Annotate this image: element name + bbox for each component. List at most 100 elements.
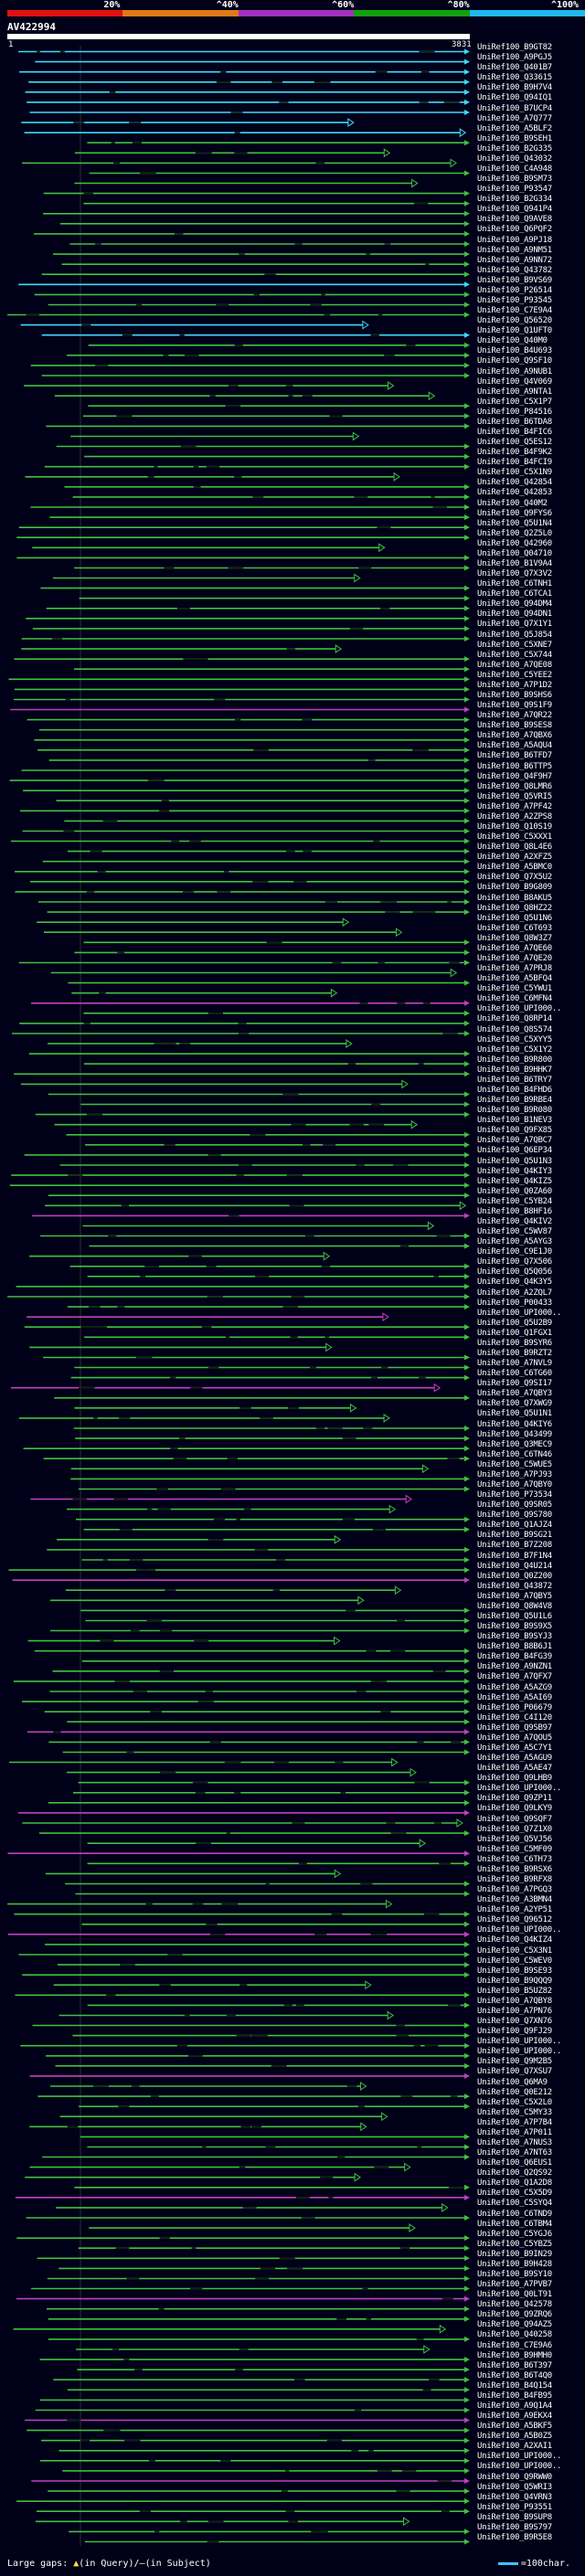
hit-label[interactable]: UniRef100_B4FHD6 (477, 1085, 552, 1095)
hit-label[interactable]: UniRef100_Q9S1F9 (477, 701, 552, 710)
alignment-hit[interactable] (37, 917, 350, 928)
hit-label[interactable]: UniRef100_C5X1P7 (477, 397, 552, 407)
alignment-hit[interactable] (74, 2184, 470, 2190)
hit-label[interactable]: UniRef100_Q10S19 (477, 822, 552, 832)
hit-label[interactable]: UniRef100_B9SES8 (477, 721, 552, 731)
hit-label[interactable]: UniRef100_Q8S574 (477, 1024, 552, 1034)
hit-label[interactable]: UniRef100_Q33615 (477, 73, 552, 83)
hit-label[interactable]: UniRef100_B9SEH1 (477, 133, 552, 143)
alignment-hit[interactable] (30, 504, 471, 510)
alignment-hit[interactable] (29, 2122, 367, 2132)
hit-label[interactable]: UniRef100_Q7XSU7 (477, 2067, 552, 2077)
hit-label[interactable]: UniRef100_A9NUB1 (477, 366, 552, 376)
alignment-hit[interactable] (48, 1091, 470, 1097)
hit-label[interactable]: UniRef100_A7QBY3 (477, 1389, 552, 1399)
hit-label[interactable]: UniRef100_B9S9X5 (477, 1622, 552, 1631)
alignment-hit[interactable] (75, 1891, 471, 1897)
hit-label[interactable]: UniRef100_B4FB95 (477, 2390, 552, 2401)
alignment-hit[interactable] (32, 2022, 471, 2029)
hit-label[interactable]: UniRef100_Q43499 (477, 1429, 552, 1439)
hit-label[interactable]: UniRef100_Q4KIY3 (477, 1166, 552, 1176)
hit-label[interactable]: UniRef100_Q5VRI5 (477, 791, 552, 801)
hit-label[interactable]: UniRef100_B8AKU5 (477, 893, 552, 903)
alignment-hit[interactable] (84, 2539, 470, 2545)
hit-label[interactable]: UniRef100_A5AI69 (477, 1692, 552, 1702)
hit-label[interactable]: UniRef100_B6TDA8 (477, 417, 552, 427)
alignment-hit[interactable] (69, 2528, 470, 2535)
hit-label[interactable]: UniRef100_C6MFN4 (477, 994, 552, 1004)
hit-label[interactable]: UniRef100_Q4K3Y5 (477, 1277, 552, 1288)
alignment-hit[interactable] (27, 2427, 470, 2433)
alignment-hit[interactable] (32, 625, 470, 631)
alignment-hit[interactable] (81, 1658, 470, 1664)
hit-label[interactable]: UniRef100_C5XYY5 (477, 1034, 552, 1044)
alignment-hit[interactable] (88, 342, 470, 348)
hit-label[interactable]: UniRef100_Q8HZ22 (477, 903, 552, 913)
hit-label[interactable]: UniRef100_A7QBY8 (477, 1996, 552, 2006)
hit-label[interactable]: UniRef100_C5WEV0 (477, 1956, 552, 1966)
alignment-hit[interactable] (87, 1839, 427, 1849)
alignment-hit[interactable] (8, 676, 471, 683)
alignment-hit[interactable] (87, 1273, 470, 1279)
hit-label[interactable]: UniRef100_Q40M2 (477, 498, 548, 508)
hit-label[interactable]: UniRef100_Q6PQF2 (477, 225, 552, 235)
alignment-hit[interactable] (67, 352, 470, 358)
alignment-hit[interactable] (36, 2517, 410, 2527)
alignment-hit[interactable] (70, 431, 360, 441)
alignment-hit[interactable] (70, 1464, 430, 1474)
hit-label[interactable]: UniRef100_A7QE20 (477, 953, 552, 963)
alignment-hit[interactable] (69, 241, 470, 247)
alignment-hit[interactable] (30, 1494, 413, 1504)
hit-label[interactable]: UniRef100_Q9FX85 (477, 1126, 552, 1136)
alignment-hit[interactable] (24, 381, 395, 391)
hit-label[interactable]: UniRef100_B9SYJ3 (477, 1632, 552, 1642)
alignment-hit[interactable] (74, 1403, 357, 1413)
alignment-hit[interactable] (9, 1182, 470, 1189)
hit-label[interactable]: UniRef100_Q8W3Z7 (477, 933, 552, 943)
alignment-hit[interactable] (85, 1141, 470, 1148)
hit-label[interactable]: UniRef100_Q0E212 (477, 2087, 552, 2097)
alignment-hit[interactable] (83, 1526, 470, 1532)
alignment-hit[interactable] (54, 391, 436, 401)
alignment-hit[interactable] (29, 110, 471, 115)
alignment-hit[interactable] (13, 2324, 447, 2334)
hit-label[interactable]: UniRef100_Q9SB97 (477, 1723, 552, 1733)
hit-label[interactable]: UniRef100_A9EKX4 (477, 2412, 552, 2421)
hit-label[interactable]: UniRef100_Q9ZRQ6 (477, 2310, 552, 2320)
alignment-hit[interactable] (39, 2397, 470, 2403)
alignment-hit[interactable] (27, 1636, 341, 1646)
hit-label[interactable]: UniRef100_C6TCA1 (477, 589, 552, 599)
alignment-hit[interactable] (7, 1931, 470, 1937)
alignment-hit[interactable] (18, 1809, 470, 1816)
alignment-hit[interactable] (83, 939, 471, 946)
alignment-hit[interactable] (19, 808, 470, 814)
alignment-hit[interactable] (37, 899, 470, 905)
hit-label[interactable]: UniRef100_UPI000.. (477, 2037, 562, 2047)
hit-label[interactable]: UniRef100_Q43032 (477, 154, 552, 164)
alignment-hit[interactable] (61, 261, 471, 268)
query-bar[interactable] (7, 34, 470, 39)
alignment-hit[interactable] (22, 828, 470, 834)
hit-label[interactable]: UniRef100_B2G334 (477, 195, 552, 205)
alignment-hit[interactable] (31, 2285, 470, 2292)
alignment-hit[interactable] (54, 1119, 419, 1129)
alignment-hit[interactable] (48, 2316, 470, 2322)
alignment-hit[interactable] (73, 1426, 470, 1431)
hit-label[interactable]: UniRef100_A7PRJ8 (477, 964, 552, 973)
alignment-hit[interactable] (20, 2042, 470, 2049)
alignment-hit[interactable] (15, 868, 470, 875)
hit-label[interactable]: UniRef100_A7PJ93 (477, 1469, 552, 1479)
alignment-hit[interactable] (16, 555, 470, 561)
hit-label[interactable]: UniRef100_B9SY10 (477, 2269, 552, 2279)
hit-label[interactable]: UniRef100_A2YP51 (477, 1905, 552, 1915)
hit-label[interactable]: UniRef100_B1V9A4 (477, 558, 552, 568)
alignment-hit[interactable] (34, 1648, 470, 1654)
hit-label[interactable]: UniRef100_Q4F9H7 (477, 771, 552, 781)
hit-label[interactable]: UniRef100_B9RSX6 (477, 1864, 552, 1874)
alignment-hit[interactable] (57, 1534, 342, 1544)
alignment-hit[interactable] (20, 320, 369, 330)
alignment-hit[interactable] (29, 1251, 331, 1261)
hit-label[interactable]: UniRef100_B9RBE4 (477, 1096, 552, 1105)
hit-label[interactable]: UniRef100_Q2Z5L0 (477, 528, 552, 538)
hit-label[interactable]: UniRef100_B9IN29 (477, 2249, 552, 2259)
